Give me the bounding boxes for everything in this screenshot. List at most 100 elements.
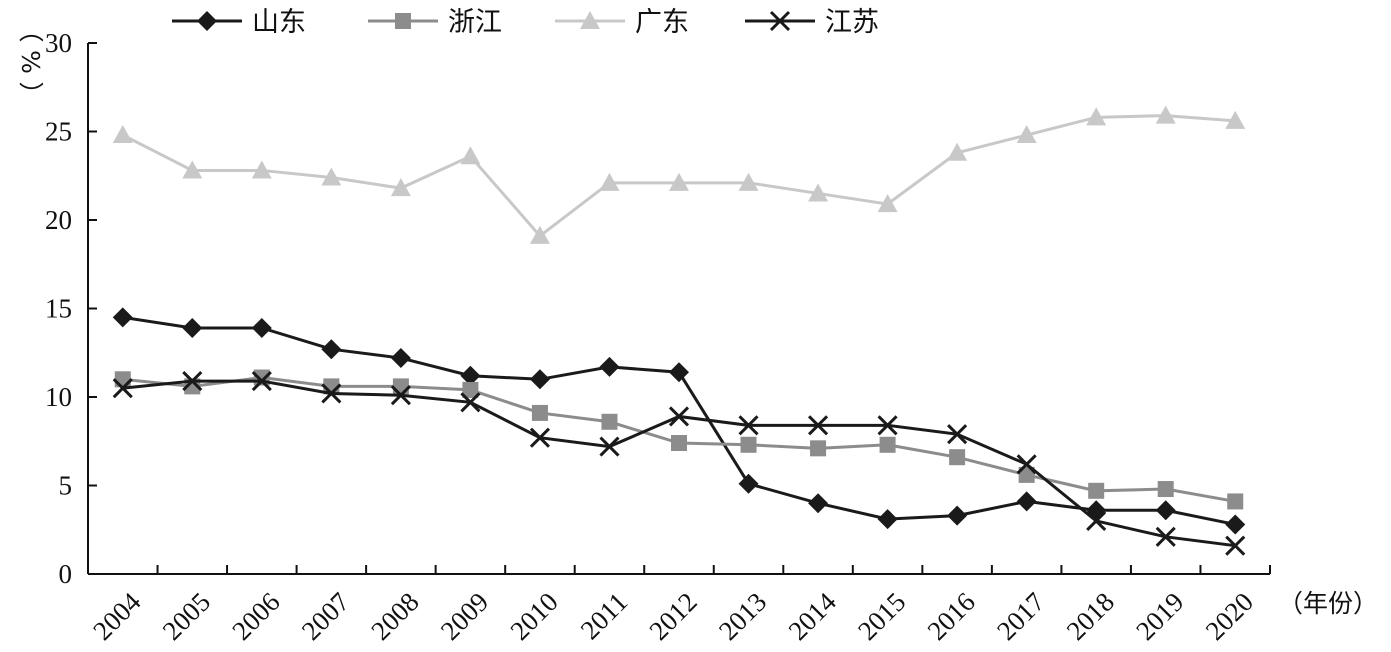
data-point bbox=[1016, 454, 1037, 475]
x-tick-label: 2008 bbox=[365, 587, 424, 646]
data-point bbox=[112, 307, 133, 328]
data-point bbox=[321, 339, 342, 360]
data-point bbox=[1155, 500, 1176, 521]
data-point bbox=[531, 404, 548, 421]
data-point bbox=[740, 436, 757, 453]
series-square bbox=[114, 369, 1244, 510]
data-point bbox=[1155, 105, 1176, 124]
data-point bbox=[390, 178, 411, 197]
data-point bbox=[390, 348, 411, 369]
data-point bbox=[460, 146, 481, 165]
x-tick-label: 2012 bbox=[643, 587, 702, 646]
data-point bbox=[599, 356, 620, 377]
data-point bbox=[392, 378, 409, 395]
legend-label: 江苏 bbox=[825, 7, 879, 38]
data-point bbox=[807, 415, 829, 436]
data-point bbox=[1086, 510, 1107, 531]
data-point bbox=[1088, 482, 1105, 499]
data-point bbox=[738, 172, 759, 191]
legend-item: 山东 bbox=[172, 7, 306, 38]
x-tick-label: 2006 bbox=[226, 587, 285, 646]
x-tick-label: 2020 bbox=[1200, 587, 1259, 646]
data-point bbox=[877, 415, 898, 436]
y-unit-paren-close: ） bbox=[16, 81, 45, 106]
series-line bbox=[122, 379, 1236, 548]
data-point bbox=[877, 509, 898, 530]
data-point bbox=[460, 392, 481, 413]
x-tick-label: 2010 bbox=[504, 587, 563, 646]
data-point bbox=[738, 415, 759, 436]
data-point bbox=[460, 365, 481, 386]
x-tick-label: 2009 bbox=[435, 587, 494, 646]
legend-item: 浙江 bbox=[368, 7, 502, 38]
x-tick-label: 2013 bbox=[713, 587, 772, 646]
data-point bbox=[947, 142, 968, 161]
x-tick-label: 2011 bbox=[575, 587, 634, 646]
y-tick-label: 25 bbox=[45, 117, 72, 147]
series-line bbox=[122, 315, 1236, 526]
data-point bbox=[669, 362, 689, 383]
x-tick-label: 2005 bbox=[157, 587, 216, 646]
data-point bbox=[1227, 493, 1244, 510]
x-tick-label: 2018 bbox=[1061, 587, 1120, 646]
x-axis-unit-label: （年份） bbox=[1278, 589, 1378, 618]
y-tick-label: 30 bbox=[45, 28, 72, 58]
data-point bbox=[114, 371, 131, 388]
y-axis-unit-label: % bbox=[16, 50, 45, 74]
data-point bbox=[251, 160, 272, 179]
data-point bbox=[599, 172, 620, 191]
data-point bbox=[1157, 481, 1174, 498]
data-point bbox=[182, 317, 203, 338]
data-point bbox=[529, 427, 551, 448]
data-point bbox=[321, 383, 342, 404]
x-tick-label: 2017 bbox=[991, 587, 1050, 646]
x-tick-label: 2015 bbox=[852, 587, 911, 646]
data-point bbox=[1225, 514, 1246, 535]
data-point bbox=[1086, 107, 1107, 126]
data-point bbox=[462, 381, 479, 398]
data-point bbox=[1016, 125, 1037, 144]
legend-label: 浙江 bbox=[448, 7, 502, 38]
data-point bbox=[321, 167, 342, 186]
data-point bbox=[599, 436, 620, 457]
data-point bbox=[810, 440, 827, 457]
legend-label: 山东 bbox=[252, 7, 306, 38]
data-point bbox=[529, 225, 550, 244]
series-triangle bbox=[112, 105, 1246, 244]
x-tick-label: 2007 bbox=[296, 587, 355, 646]
series-diamond bbox=[112, 307, 1246, 535]
x-tick-label: 2016 bbox=[922, 587, 981, 646]
data-point bbox=[671, 435, 687, 452]
legend-marker bbox=[395, 13, 411, 29]
data-point bbox=[390, 385, 411, 406]
legend-item: 广东 bbox=[555, 7, 689, 38]
y-tick-label: 20 bbox=[45, 205, 72, 235]
series-x bbox=[112, 371, 1246, 556]
data-point bbox=[949, 449, 966, 466]
data-point bbox=[1225, 110, 1246, 129]
x-tick-label: 2019 bbox=[1130, 587, 1189, 646]
data-point bbox=[529, 369, 550, 390]
data-point bbox=[1086, 500, 1107, 521]
data-point bbox=[182, 371, 203, 392]
data-point bbox=[251, 317, 272, 338]
y-tick-label: 0 bbox=[59, 559, 73, 589]
data-point bbox=[808, 493, 829, 514]
data-point bbox=[877, 194, 898, 213]
series-layer bbox=[112, 105, 1246, 556]
x-tick-label: 2014 bbox=[782, 586, 842, 646]
legend-label: 广东 bbox=[635, 7, 689, 38]
data-point bbox=[601, 413, 618, 430]
x-tick-label: 2004 bbox=[87, 586, 147, 646]
data-point bbox=[251, 371, 272, 392]
legend: 山东 浙江 广东 江苏 bbox=[172, 7, 879, 38]
y-tick-label: 15 bbox=[45, 294, 72, 324]
data-point bbox=[879, 436, 896, 453]
legend-marker bbox=[580, 11, 600, 29]
legend-marker bbox=[197, 11, 217, 31]
data-point bbox=[112, 378, 133, 399]
data-point bbox=[1155, 526, 1176, 547]
data-point bbox=[1225, 535, 1246, 556]
y-tick-label: 10 bbox=[45, 382, 72, 412]
